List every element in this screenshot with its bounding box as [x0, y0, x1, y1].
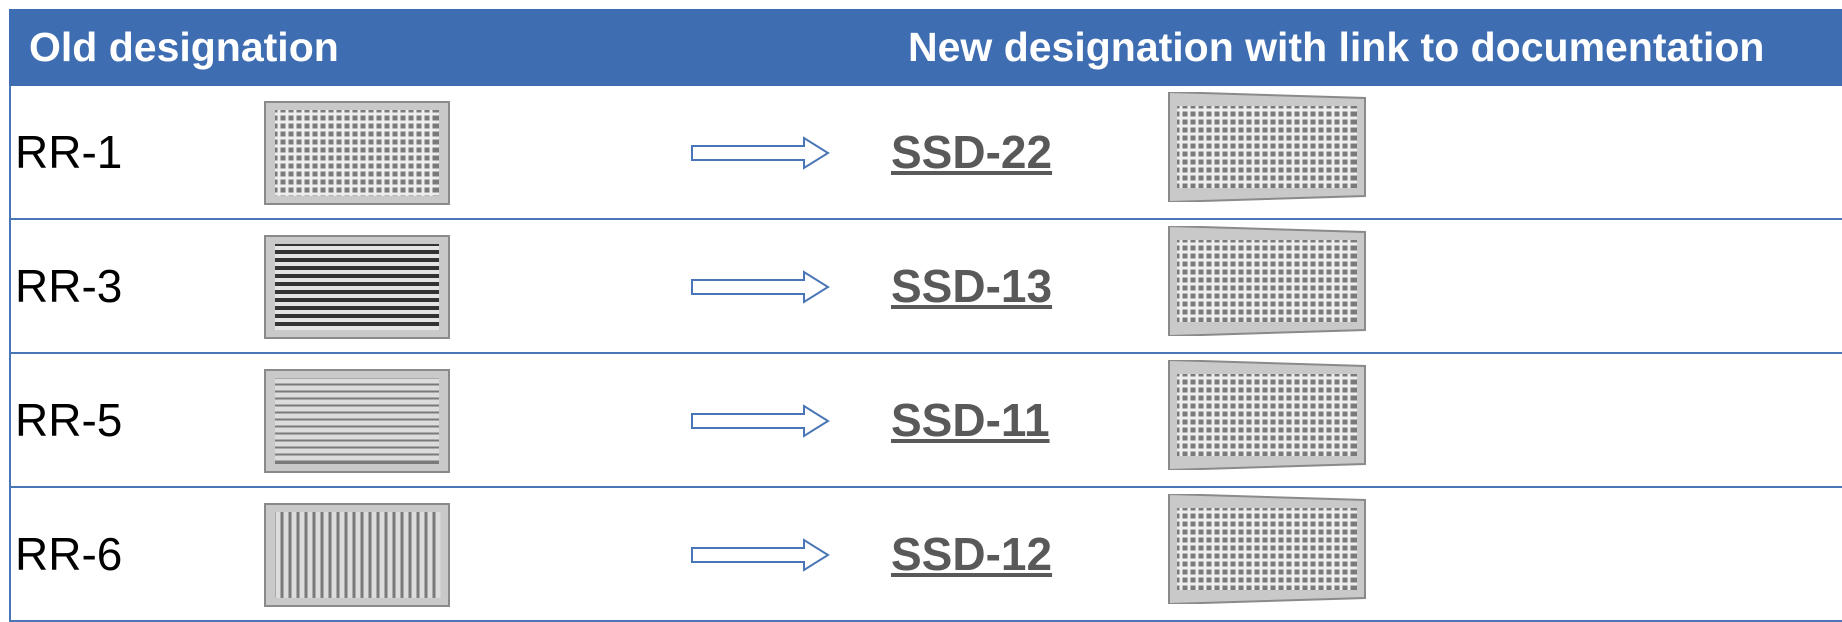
- documentation-link[interactable]: SSD-13: [891, 260, 1053, 312]
- table-row: RR-5 SSD-11: [9, 354, 1842, 488]
- arrow-shape: [691, 538, 830, 572]
- old-designation: RR-3: [15, 260, 123, 312]
- arrow: [691, 404, 830, 438]
- column-header: Old designation: [29, 24, 339, 70]
- arrow-shape: [691, 404, 830, 438]
- column-header: New designation with link to documentati…: [908, 24, 1765, 70]
- grille-image: [264, 235, 450, 339]
- grille-image: [264, 101, 450, 205]
- grille-image: [1168, 226, 1366, 336]
- documentation-link[interactable]: SSD-11: [891, 394, 1050, 446]
- grille-image: [1168, 360, 1366, 470]
- arrow: [691, 538, 830, 572]
- arrow: [691, 136, 830, 170]
- arrow-shape: [691, 270, 830, 304]
- documentation-link[interactable]: SSD-22: [891, 126, 1053, 178]
- old-designation: RR-5: [15, 394, 123, 446]
- arrow-shape: [691, 136, 830, 170]
- documentation-link[interactable]: SSD-12: [891, 528, 1053, 580]
- grille-image: [264, 369, 450, 473]
- table-row: RR-6 SSD-12: [9, 488, 1842, 622]
- grille-image: [1168, 92, 1366, 202]
- table-header: Old designation New designation with lin…: [9, 9, 1842, 86]
- table-row: RR-3 SSD-13: [9, 220, 1842, 354]
- grille-image: [264, 503, 450, 607]
- table-row: RR-1 SSD-22: [9, 86, 1842, 220]
- arrow: [691, 270, 830, 304]
- old-designation: RR-1: [15, 126, 123, 178]
- grille-image: [1168, 494, 1366, 604]
- old-designation: RR-6: [15, 528, 123, 580]
